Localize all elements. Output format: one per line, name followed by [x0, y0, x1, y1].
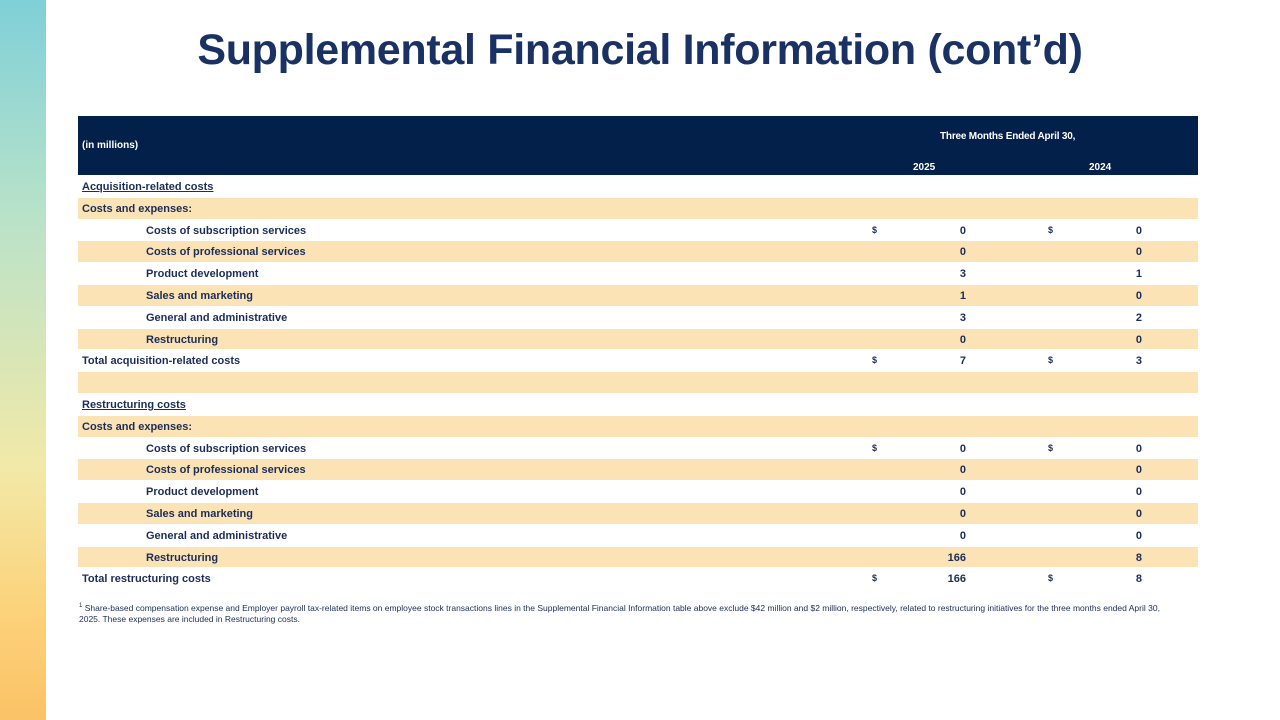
value-2025: 1: [959, 289, 966, 302]
currency-2025: $: [872, 573, 878, 584]
value-2024: 8: [1135, 551, 1142, 564]
value-2025: 0: [959, 464, 966, 477]
footnote-text: Share-based compensation expense and Emp…: [79, 602, 1160, 625]
value-2025: 0: [959, 442, 966, 455]
row-label: Total acquisition-related costs: [82, 355, 241, 368]
value-2024: 0: [1135, 486, 1142, 499]
table-row: Costs and expenses:: [78, 414, 1198, 437]
row-label: Restructuring: [146, 551, 219, 564]
row-label: Sales and marketing: [146, 289, 253, 302]
period-label: Three Months Ended April 30,: [940, 131, 1076, 142]
row-label: Costs of professional services: [146, 246, 306, 259]
row-label: General and administrative: [146, 311, 288, 324]
row-label: Total restructuring costs: [82, 573, 211, 586]
table-row: Product development 3 1: [78, 262, 1198, 284]
footnote: 1 Share-based compensation expense and E…: [79, 601, 1179, 626]
currency-2024: $: [1048, 573, 1054, 584]
row-label: Product development: [146, 486, 259, 499]
table-row: Total restructuring costs $166 $8: [78, 567, 1198, 589]
section-header-row: Restructuring costs: [78, 392, 1198, 415]
row-label: Costs and expenses:: [82, 202, 193, 215]
value-2025: 0: [959, 529, 966, 542]
currency-2024: $: [1048, 355, 1054, 366]
footnote-marker: 1: [79, 603, 83, 609]
table-row: Sales and marketing 1 0: [78, 283, 1198, 306]
table-header: (in millions) Three Months Ended April 3…: [78, 116, 1198, 175]
value-2025: 0: [959, 333, 966, 346]
currency-2025: $: [872, 224, 878, 235]
value-2024: 0: [1135, 507, 1142, 520]
value-2024: 0: [1135, 529, 1142, 542]
table-row: [78, 371, 1198, 393]
value-2025: 0: [959, 246, 966, 259]
page-title: Supplemental Financial Information (cont…: [197, 26, 1083, 74]
row-label: Product development: [146, 268, 259, 281]
table-row: Costs of professional services 0 0: [78, 240, 1198, 263]
value-2024: 1: [1135, 268, 1142, 281]
value-2024: 0: [1135, 246, 1142, 259]
table-row: General and administrative 0 0: [78, 523, 1198, 546]
row-label: Sales and marketing: [146, 507, 253, 520]
value-2024: 0: [1135, 224, 1142, 237]
value-2025: 7: [959, 355, 966, 368]
value-2025: 166: [947, 573, 966, 586]
value-2025: 166: [947, 551, 966, 564]
row-label: Acquisition-related costs: [82, 181, 214, 193]
value-2025: 3: [959, 311, 966, 324]
table-row: Costs of subscription services $0 $0: [78, 218, 1198, 241]
table-row: General and administrative 3 2: [78, 305, 1198, 328]
row-label: Restructuring: [146, 333, 219, 346]
row-label: General and administrative: [146, 529, 288, 542]
year-2025-header: 2025: [913, 162, 936, 173]
table-row: Costs of professional services 0 0: [78, 458, 1198, 481]
decorative-gradient-bar: [0, 0, 46, 720]
row-label: Restructuring costs: [82, 398, 186, 411]
table-row: Total acquisition-related costs $7 $3: [78, 349, 1198, 371]
value-2025: 0: [959, 486, 966, 499]
value-2025: 0: [959, 224, 966, 237]
value-2025: 0: [959, 507, 966, 520]
value-2024: 3: [1135, 355, 1142, 368]
table-row: Costs and expenses:: [78, 196, 1198, 219]
row-label: Costs of professional services: [146, 464, 306, 477]
value-2024: 0: [1135, 442, 1142, 455]
currency-2025: $: [872, 442, 878, 453]
value-2024: 8: [1135, 573, 1142, 586]
value-2025: 3: [959, 268, 966, 281]
currency-2024: $: [1048, 442, 1054, 453]
units-label: (in millions): [82, 140, 139, 151]
financial-table: (in millions) Three Months Ended April 3…: [78, 116, 1198, 589]
currency-2025: $: [872, 355, 878, 366]
table-row: Sales and marketing 0 0: [78, 501, 1198, 524]
table-row: Product development 0 0: [78, 480, 1198, 502]
currency-2024: $: [1048, 224, 1054, 235]
table-row: Restructuring 166 8: [78, 545, 1198, 568]
section-header-row: Acquisition-related costs: [78, 175, 1198, 197]
table-body: Acquisition-related costs Costs and expen…: [78, 175, 1198, 589]
value-2024: 0: [1135, 289, 1142, 302]
year-2024-header: 2024: [1089, 162, 1112, 173]
table-row: Costs of subscription services $0 $0: [78, 436, 1198, 459]
value-2024: 0: [1135, 464, 1142, 477]
row-label: Costs of subscription services: [146, 442, 307, 455]
value-2024: 2: [1135, 311, 1142, 324]
value-2024: 0: [1135, 333, 1142, 346]
row-label: Costs of subscription services: [146, 224, 307, 237]
table-row: Restructuring 0 0: [78, 327, 1198, 350]
row-label: Costs and expenses:: [82, 420, 193, 433]
